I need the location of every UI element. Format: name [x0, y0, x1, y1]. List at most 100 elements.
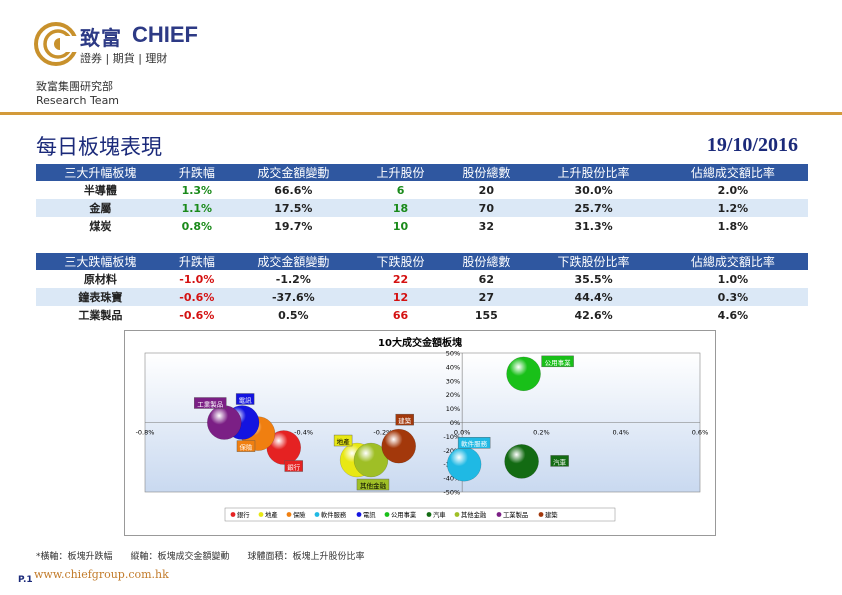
falling-count: 12 — [357, 288, 444, 306]
falling-ratio: 44.4% — [529, 288, 658, 306]
legend-marker — [426, 512, 432, 517]
change-pct: -0.6% — [164, 288, 229, 306]
x-tick-label: 0.4% — [612, 429, 629, 437]
table-header: 股份總數 — [443, 164, 530, 181]
table-row: 煤炭 0.8% 19.7% 10 32 31.3% 1.8% — [36, 217, 808, 235]
sector-name: 半導體 — [83, 184, 117, 197]
bubble-軟件服務 — [446, 446, 482, 482]
bubble-label: 其他金融 — [360, 481, 387, 490]
turnover-share: 1.8% — [717, 219, 749, 233]
y-tick-label: 20% — [446, 391, 460, 399]
table-header: 下跌股份 — [357, 253, 444, 270]
y-tick-label: -10% — [443, 433, 460, 441]
total-count: 70 — [443, 199, 530, 217]
legend-item: 其他金融 — [461, 510, 487, 519]
bubble-label: 建築 — [398, 416, 412, 425]
report-title: 每日板塊表現 — [36, 135, 162, 159]
sector-name: 煤炭 — [89, 220, 112, 233]
website-link[interactable]: www.chiefgroup.com.hk — [34, 568, 169, 581]
change-pct: 1.3% — [181, 183, 213, 197]
rising-count: 10 — [392, 219, 409, 233]
legend-marker — [356, 512, 362, 517]
bubble-label: 汽車 — [553, 457, 567, 466]
turnover-change: -1.2% — [275, 272, 311, 286]
top-sectors-table: 三大升幅板塊 升跌幅 成交金額變動 上升股份 股份總數 上升股份比率 佔總成交額… — [36, 164, 808, 235]
y-tick-label: 50% — [446, 350, 460, 358]
bubble-label-box — [457, 436, 491, 449]
chart-legend — [224, 507, 616, 522]
falling-count: 22 — [392, 272, 409, 286]
turnover-share: 0.3% — [657, 288, 808, 306]
bubble-label: 保險 — [239, 443, 253, 452]
bubble-label: 地產 — [337, 437, 351, 446]
y-tick-label: -50% — [443, 489, 460, 497]
table-row: 金屬 1.1% 17.5% 18 70 25.7% 1.2% — [36, 199, 808, 217]
x-tick-label: 0.6% — [692, 429, 709, 437]
table-header: 升跌幅 — [164, 253, 229, 270]
turnover-change: 17.5% — [229, 199, 358, 217]
bubble-公用事業 — [506, 356, 541, 392]
falling-count: 66 — [392, 308, 409, 322]
rising-ratio: 25.7% — [529, 199, 658, 217]
legend-item: 銀行 — [237, 510, 250, 519]
y-tick-label: 10% — [446, 405, 460, 413]
table-header: 上升股份比率 — [529, 164, 658, 181]
footnote: *橫軸：板塊升跌幅 縱軸：板塊成交金額變動 球體面積：板塊上升股份比率 — [36, 552, 365, 562]
x-tick-label: 0.2% — [533, 429, 550, 437]
falling-ratio: 42.6% — [574, 308, 613, 322]
x-tick-label: -0.8% — [136, 429, 155, 437]
bubble-label: 公用事業 — [545, 358, 572, 367]
legend-marker — [538, 512, 544, 517]
total-count: 27 — [443, 288, 530, 306]
falling-ratio: 35.5% — [574, 272, 613, 286]
sector-name: 工業製品 — [78, 309, 123, 322]
legend-item: 電訊 — [363, 510, 376, 519]
sector-name: 原材料 — [83, 273, 117, 286]
change-pct: -0.6% — [179, 308, 215, 322]
table-header-row: 三大升幅板塊 升跌幅 成交金額變動 上升股份 股份總數 上升股份比率 佔總成交額… — [36, 164, 808, 181]
table-row: 原材料 -1.0% -1.2% 22 62 35.5% 1.0% — [36, 270, 808, 288]
turnover-change: -37.6% — [229, 288, 358, 306]
brand-name-en: CHIEF — [132, 22, 198, 47]
rising-ratio: 31.3% — [574, 219, 613, 233]
y-tick-label: 40% — [446, 363, 460, 371]
legend-item: 保險 — [293, 510, 306, 519]
sector-name: 鐘表珠寶 — [36, 288, 165, 306]
change-pct: 1.1% — [164, 199, 229, 217]
turnover-change: 66.6% — [274, 183, 313, 197]
change-pct: 0.8% — [181, 219, 213, 233]
legend-marker — [258, 512, 264, 517]
bubble-chart-svg: -0.8%-0.6%-0.4%-0.2%0.0%0.2%0.4%0.6%50%4… — [136, 350, 709, 522]
y-tick-label: -40% — [443, 475, 460, 483]
bubble-label-box — [194, 397, 227, 409]
bubble-label-box — [236, 440, 256, 452]
total-count: 62 — [478, 272, 494, 286]
legend-marker — [314, 512, 320, 517]
y-tick-label: 30% — [446, 377, 460, 385]
bottom-sectors-table: 三大跌幅板塊 升跌幅 成交金額變動 下跌股份 股份總數 下跌股份比率 佔總成交額… — [36, 253, 808, 324]
y-tick-label: 0% — [450, 419, 460, 427]
table-header: 上升股份 — [357, 164, 444, 181]
page-number: P.1 — [18, 575, 33, 585]
bubble-label-box — [356, 478, 390, 491]
legend-item: 工業製品 — [503, 510, 528, 519]
chart-title: 10大成交金額板塊 — [378, 338, 462, 349]
legend-marker — [454, 512, 460, 517]
rising-count: 6 — [396, 183, 405, 197]
table-row: 鐘表珠寶 -0.6% -37.6% 12 27 44.4% 0.3% — [36, 288, 808, 306]
rising-ratio: 30.0% — [574, 183, 613, 197]
bubble-label-box — [333, 434, 353, 447]
table-header: 三大升幅板塊 — [36, 164, 165, 181]
report-date: 19/10/2016 — [706, 134, 798, 156]
total-count: 20 — [478, 183, 494, 197]
bubble-label-box — [550, 455, 569, 467]
bubble-label-box — [235, 393, 255, 405]
table-header: 股份總數 — [443, 253, 530, 270]
bubble-其他金融 — [353, 442, 389, 478]
turnover-share: 1.0% — [717, 272, 749, 286]
legend-marker — [230, 512, 236, 517]
bubble-汽車 — [504, 444, 539, 479]
brand-tagline: 證券 | 期貨 | 理財 — [80, 52, 168, 65]
department-en: Research Team — [36, 94, 120, 107]
total-count: 155 — [474, 308, 498, 322]
